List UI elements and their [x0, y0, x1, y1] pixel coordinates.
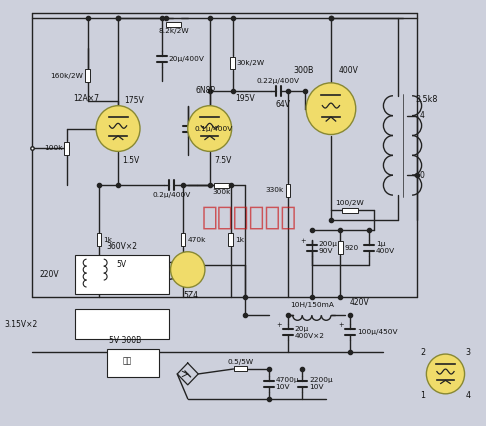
- Text: +: +: [339, 322, 344, 328]
- Text: 5V: 5V: [117, 260, 127, 269]
- Text: 300k: 300k: [212, 189, 230, 195]
- Text: 420V: 420V: [350, 298, 370, 308]
- Text: 200μ
90V: 200μ 90V: [318, 241, 337, 254]
- Text: 12A×7: 12A×7: [73, 94, 99, 103]
- Text: 0.2μ/400V: 0.2μ/400V: [153, 192, 191, 198]
- Text: 470k: 470k: [187, 237, 206, 243]
- Text: 330k: 330k: [265, 187, 284, 193]
- Text: 360V×2: 360V×2: [106, 242, 138, 251]
- Text: 920: 920: [345, 245, 359, 251]
- Bar: [342, 207, 358, 213]
- Bar: [97, 233, 102, 246]
- Bar: [213, 183, 229, 188]
- Bar: [338, 241, 343, 254]
- Text: 20μ
400V×2: 20μ 400V×2: [295, 326, 325, 339]
- Text: 8.2k/2W: 8.2k/2W: [158, 28, 189, 34]
- Text: 400V: 400V: [339, 66, 359, 75]
- Bar: [75, 255, 169, 294]
- Text: +: +: [277, 322, 282, 328]
- Text: 100μ/450V: 100μ/450V: [357, 329, 397, 335]
- Text: 10H/150mA: 10H/150mA: [290, 302, 334, 308]
- Text: 64V: 64V: [276, 100, 291, 109]
- Text: 4: 4: [466, 391, 471, 400]
- Text: 灯丝: 灯丝: [123, 357, 132, 366]
- Bar: [85, 69, 90, 82]
- Bar: [286, 184, 290, 197]
- Bar: [106, 349, 159, 377]
- Text: 1: 1: [420, 391, 425, 400]
- Text: 3.15V×2: 3.15V×2: [5, 320, 38, 329]
- Circle shape: [188, 106, 232, 151]
- Text: 100/2W: 100/2W: [336, 200, 364, 206]
- Text: 1.5V: 1.5V: [122, 156, 139, 165]
- Text: 0.5/5W: 0.5/5W: [227, 359, 253, 365]
- Text: 4700μ
10V: 4700μ 10V: [276, 377, 299, 390]
- Text: 195V: 195V: [236, 94, 255, 103]
- Text: 1k: 1k: [235, 237, 244, 243]
- Bar: [64, 142, 69, 155]
- Text: 100k: 100k: [44, 145, 62, 151]
- Circle shape: [171, 252, 205, 288]
- Text: 4: 4: [420, 111, 425, 120]
- Text: 7.5V: 7.5V: [214, 156, 232, 165]
- Text: 30k/2W: 30k/2W: [237, 60, 265, 66]
- Text: 电子发烧友网: 电子发烧友网: [202, 205, 297, 231]
- Text: 6N8P: 6N8P: [196, 86, 216, 95]
- Text: 3: 3: [466, 348, 471, 357]
- Text: 175V: 175V: [124, 96, 143, 105]
- Text: 20μ/400V: 20μ/400V: [169, 56, 205, 62]
- Bar: [75, 309, 169, 339]
- Bar: [166, 22, 181, 27]
- Bar: [234, 366, 247, 371]
- Text: 3.5k8: 3.5k8: [416, 95, 438, 104]
- Text: 160k/2W: 160k/2W: [51, 73, 83, 79]
- Text: 220V: 220V: [40, 270, 59, 279]
- Text: 1k: 1k: [103, 237, 112, 243]
- Text: 300B: 300B: [293, 66, 314, 75]
- Text: 0: 0: [420, 171, 425, 180]
- Circle shape: [306, 83, 356, 135]
- Text: 5Z4: 5Z4: [183, 291, 198, 300]
- Text: 5V 300B: 5V 300B: [108, 336, 141, 345]
- Text: 2: 2: [420, 348, 425, 357]
- Text: 2200μ
10V: 2200μ 10V: [309, 377, 333, 390]
- Bar: [230, 57, 235, 69]
- Bar: [228, 233, 233, 246]
- Text: 1μ
400V: 1μ 400V: [376, 241, 395, 254]
- Bar: [181, 233, 185, 246]
- Text: 0.1μ/400V: 0.1μ/400V: [194, 126, 233, 132]
- Circle shape: [426, 354, 465, 394]
- Text: 0.22μ/400V: 0.22μ/400V: [257, 78, 300, 84]
- Text: +: +: [301, 238, 306, 244]
- Circle shape: [96, 106, 140, 151]
